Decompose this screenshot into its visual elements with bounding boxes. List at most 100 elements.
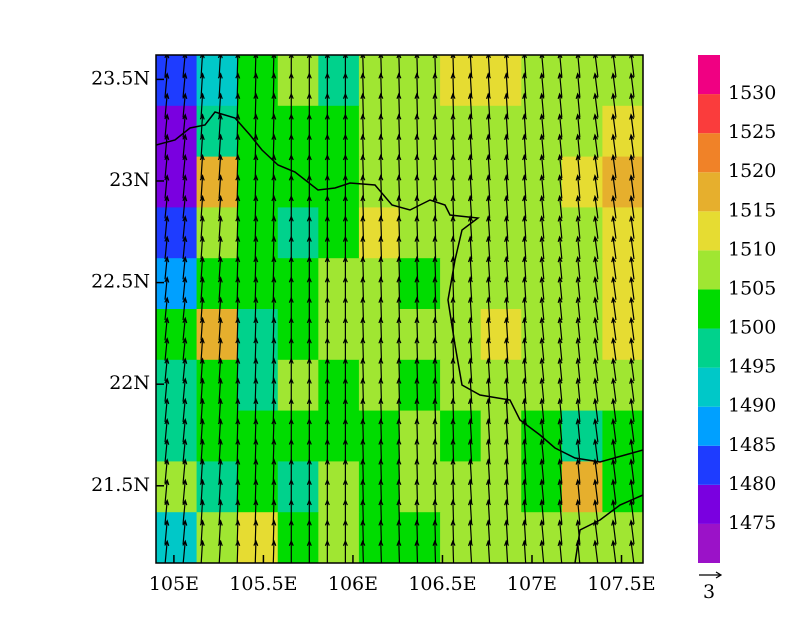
wind-arrow — [557, 255, 563, 280]
field-cell — [237, 207, 279, 259]
wind-arrow — [504, 92, 510, 118]
wind-arrow — [217, 397, 223, 423]
wind-arrow — [360, 215, 366, 239]
wind-arrow — [467, 255, 473, 280]
wind-arrow — [504, 397, 510, 423]
field-cell — [440, 258, 482, 310]
wind-arrow — [378, 55, 384, 77]
field-cell — [277, 258, 319, 310]
field-cell — [156, 258, 198, 310]
wind-arrow — [217, 418, 223, 443]
wind-arrow — [629, 458, 635, 484]
field-cell — [156, 461, 198, 513]
wind-arrow — [432, 55, 438, 77]
wind-arrow — [235, 397, 241, 422]
wind-arrow — [253, 316, 259, 341]
wind-arrow — [271, 418, 277, 443]
wind-arrow — [504, 418, 510, 443]
wind-arrow — [306, 174, 312, 199]
wind-arrow — [378, 357, 384, 381]
wind-arrow — [288, 235, 294, 260]
wind-arrow — [288, 337, 294, 361]
wind-arrow — [396, 519, 402, 545]
wind-arrow — [432, 418, 438, 443]
wind-arrow — [271, 72, 277, 98]
wind-arrow — [522, 458, 528, 484]
x-tick-label: 107E — [507, 573, 557, 595]
wind-arrow — [629, 316, 635, 341]
wind-arrow — [611, 438, 617, 463]
x-tick-label: 105.5E — [229, 573, 297, 595]
wind-arrow — [485, 478, 491, 504]
wind-arrow — [360, 72, 366, 98]
wind-arrow — [414, 296, 420, 321]
wind-arrow — [360, 418, 366, 443]
field-cell — [318, 207, 360, 259]
colorbar-label: 1485 — [728, 434, 776, 456]
wind-arrow — [324, 539, 330, 563]
wind-arrow — [414, 133, 420, 158]
wind-arrow — [396, 478, 402, 504]
wind-arrow — [306, 235, 312, 260]
wind-arrow — [432, 357, 438, 381]
wind-arrow — [378, 397, 384, 422]
field-cell — [318, 55, 360, 107]
wind-arrow — [342, 235, 348, 260]
wind-arrow — [164, 194, 170, 219]
wind-arrow — [360, 113, 366, 138]
wind-arrow — [432, 377, 438, 402]
wind-arrow — [467, 539, 473, 563]
wind-arrow — [396, 458, 402, 484]
wind-arrow — [164, 55, 170, 77]
wind-arrow — [539, 92, 545, 118]
field-cell — [561, 55, 603, 107]
wind-arrow — [557, 92, 563, 118]
wind-arrow — [467, 519, 473, 545]
wind-arrow — [485, 55, 491, 77]
wind-arrow — [271, 539, 277, 563]
wind-arrow — [217, 174, 223, 199]
wind-arrow — [235, 478, 241, 504]
wind-arrow — [164, 296, 170, 321]
wind-arrow — [342, 296, 348, 320]
wind-arrow — [467, 397, 473, 423]
wind-arrow — [271, 174, 277, 199]
wind-arrow — [253, 519, 259, 545]
field-cell — [237, 309, 279, 361]
wind-arrow — [504, 113, 510, 138]
wind-arrow — [288, 316, 294, 341]
wind-arrow — [182, 498, 188, 524]
wind-arrow — [557, 458, 563, 484]
wind-arrow — [629, 418, 635, 443]
wind-arrow — [378, 539, 384, 563]
wind-arrow — [486, 357, 492, 381]
wind-arrow — [360, 397, 366, 422]
wind-arrow — [611, 478, 617, 504]
wind-arrow — [414, 478, 420, 504]
wind-arrow — [378, 174, 384, 199]
wind-arrow — [253, 133, 259, 158]
wind-arrow — [486, 113, 491, 138]
reference-arrow — [699, 571, 723, 579]
wind-arrow — [360, 194, 366, 219]
wind-arrow — [611, 498, 617, 525]
wind-arrow — [467, 153, 473, 179]
wind-arrow — [199, 194, 205, 219]
wind-arrow — [486, 133, 491, 158]
wind-arrow — [629, 72, 635, 98]
wind-arrow — [342, 194, 348, 219]
wind-arrow — [575, 133, 581, 158]
wind-arrow — [182, 235, 188, 260]
field-cell — [318, 156, 360, 208]
wind-arrow — [504, 519, 510, 545]
wind-arrow — [253, 296, 259, 321]
wind-arrow — [629, 55, 635, 77]
wind-arrow — [182, 133, 188, 158]
wind-arrow — [235, 498, 241, 524]
wind-arrow — [629, 276, 635, 300]
wind-arrow — [217, 72, 223, 98]
wind-arrow — [217, 92, 223, 118]
colorbar-label: 1495 — [728, 356, 776, 378]
field-cell — [602, 105, 643, 158]
